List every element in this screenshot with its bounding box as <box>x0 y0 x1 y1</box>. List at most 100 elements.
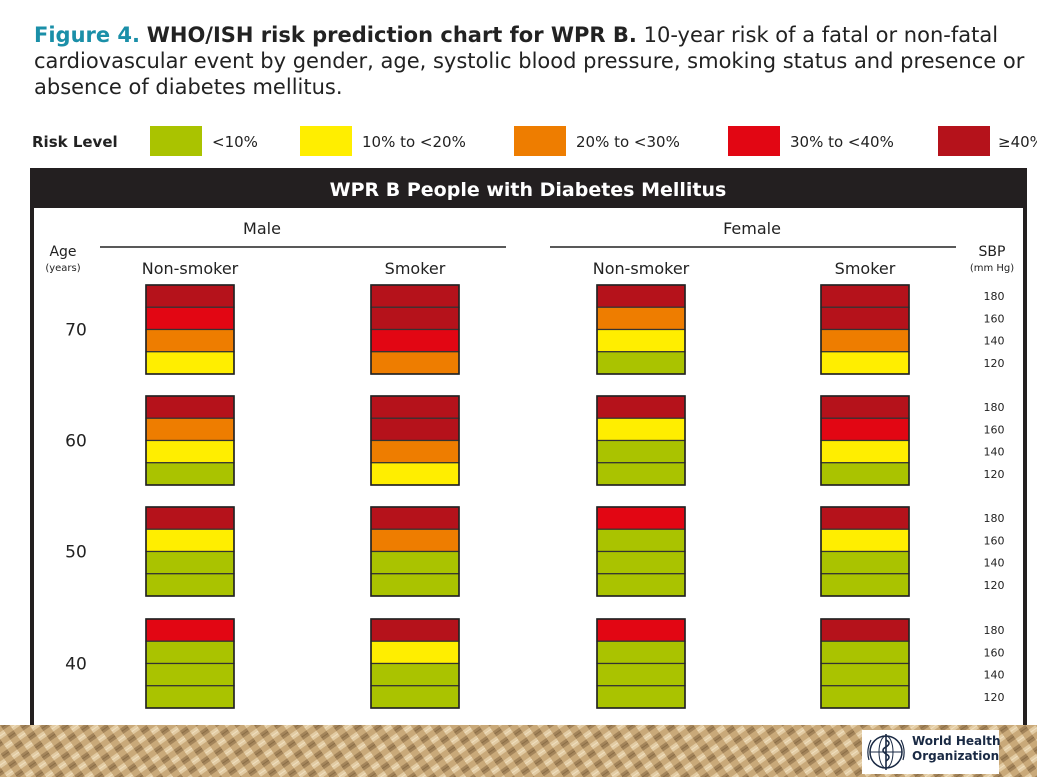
chart-panel: WPR B People with Diabetes Mellitus Male F… <box>30 168 1027 748</box>
who-logo-text: World Health Organization <box>912 734 1001 764</box>
risk-cell <box>145 685 235 709</box>
sbp-tick-label: 140 <box>984 335 1005 348</box>
risk-cell <box>145 506 235 530</box>
sbp-tick-label: 120 <box>984 579 1005 592</box>
sbp-tick-label: 180 <box>984 290 1005 303</box>
risk-cell <box>370 284 460 308</box>
risk-legend: Risk Level <10% 10% to <20% 20% to <30% 30%… <box>32 126 1037 160</box>
risk-cell <box>596 462 686 486</box>
risk-cell <box>820 328 910 353</box>
who-logo-line2: Organization <box>912 749 1000 763</box>
age-axis-unit: (years) <box>45 263 80 274</box>
risk-cell <box>820 573 910 597</box>
legend-label: ≥40% <box>998 133 1037 151</box>
risk-cell-group <box>370 618 460 709</box>
risk-cell <box>820 685 910 709</box>
smoking-header: Smoker <box>835 259 896 278</box>
sbp-tick-label: 160 <box>984 646 1005 659</box>
risk-cell <box>596 328 686 353</box>
risk-cell <box>145 306 235 331</box>
legend-swatch <box>150 126 202 156</box>
age-label: 40 <box>65 655 87 675</box>
risk-cell <box>145 351 235 375</box>
risk-cell <box>370 640 460 665</box>
age-axis-label: Age <box>49 244 76 260</box>
risk-cell <box>370 662 460 687</box>
risk-cell-group <box>145 395 235 486</box>
gender-header: Female <box>723 219 781 238</box>
risk-cell-group <box>145 618 235 709</box>
risk-cell <box>820 528 910 553</box>
risk-cell <box>145 550 235 575</box>
sbp-tick-label: 140 <box>984 446 1005 459</box>
risk-cell <box>370 685 460 709</box>
risk-cell <box>145 618 235 642</box>
risk-cell-group <box>820 618 910 709</box>
risk-cell <box>596 506 686 530</box>
sbp-axis-label: SBP <box>979 244 1006 260</box>
sbp-tick-label: 160 <box>984 423 1005 436</box>
risk-cell <box>820 550 910 575</box>
risk-cell <box>596 685 686 709</box>
legend-swatch <box>300 126 352 156</box>
risk-cell <box>596 550 686 575</box>
age-label: 50 <box>65 543 87 563</box>
smoking-header: Non-smoker <box>593 259 690 278</box>
risk-cell <box>820 395 910 419</box>
risk-chart: WPR B People with Diabetes Mellitus Male F… <box>45 179 1014 709</box>
risk-cell <box>370 550 460 575</box>
legend-label: 30% to <40% <box>790 133 894 151</box>
risk-cell <box>370 573 460 597</box>
sbp-axis-unit: (mm Hg) <box>970 263 1014 274</box>
sbp-tick-label: 180 <box>984 624 1005 637</box>
risk-cell-group <box>370 506 460 597</box>
risk-cell <box>820 351 910 375</box>
sbp-tick-label: 180 <box>984 401 1005 414</box>
risk-cell <box>370 506 460 530</box>
risk-cell-group <box>596 618 686 709</box>
sbp-tick-label: 160 <box>984 534 1005 547</box>
risk-cell <box>370 439 460 464</box>
risk-cell <box>145 640 235 665</box>
risk-cell <box>596 528 686 553</box>
who-emblem-icon <box>867 734 905 770</box>
risk-cell <box>145 417 235 442</box>
figure-caption: Figure 4. WHO/ISH risk prediction chart … <box>34 22 1034 100</box>
chart-title: WPR B People with Diabetes Mellitus <box>330 179 727 201</box>
figure-title: WHO/ISH risk prediction chart for WPR B. <box>146 23 637 47</box>
risk-cell <box>820 284 910 308</box>
risk-cell <box>370 528 460 553</box>
legend-swatch <box>728 126 780 156</box>
legend-title: Risk Level <box>32 133 118 151</box>
risk-cell-group <box>820 284 910 375</box>
risk-cell <box>596 618 686 642</box>
figure-label: Figure 4. <box>34 23 141 47</box>
risk-cell <box>596 662 686 687</box>
risk-cell <box>145 528 235 553</box>
gender-header: Male <box>243 219 281 238</box>
risk-cell-group <box>596 284 686 375</box>
legend-label: 20% to <30% <box>576 133 680 151</box>
risk-cell <box>370 417 460 442</box>
risk-cell-group <box>370 284 460 375</box>
sbp-tick-label: 160 <box>984 312 1005 325</box>
risk-cell <box>820 306 910 331</box>
risk-cell <box>820 506 910 530</box>
risk-cell-group <box>820 395 910 486</box>
risk-cell <box>820 618 910 642</box>
sbp-tick-label: 120 <box>984 357 1005 370</box>
risk-cell <box>370 328 460 353</box>
risk-cell <box>596 573 686 597</box>
risk-cell <box>145 439 235 464</box>
risk-cell <box>145 573 235 597</box>
risk-cell <box>596 284 686 308</box>
risk-cell <box>596 306 686 331</box>
risk-cell <box>820 417 910 442</box>
risk-cell <box>145 284 235 308</box>
smoking-header: Smoker <box>385 259 446 278</box>
risk-cell <box>370 351 460 375</box>
risk-cell <box>596 395 686 419</box>
risk-cell <box>145 662 235 687</box>
risk-cell <box>145 395 235 419</box>
smoking-header: Non-smoker <box>142 259 239 278</box>
